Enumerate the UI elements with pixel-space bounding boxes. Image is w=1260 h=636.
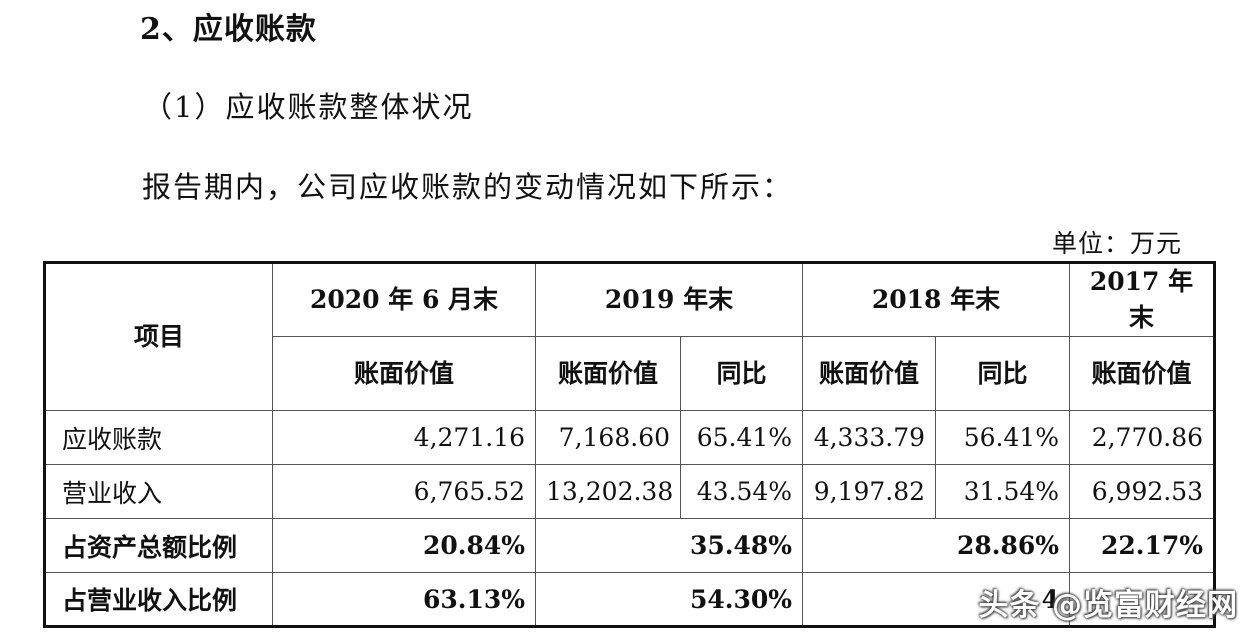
header-item: 项目 [44,262,273,411]
row-label: 营业收入 [44,464,273,519]
watermark: 头条 @览富财经网 [978,588,1238,623]
subheader-yoy: 同比 [935,336,1071,411]
table-cell: 6,992.53 [1069,464,1216,519]
table-cell: 7,168.60 [535,410,681,465]
table-cell: 54.30% [534,572,804,627]
subheader-book-value: 账面价值 [535,336,681,411]
table-cell: 65.41% [679,410,804,465]
header-period-2018: 2018 年末 [802,262,1071,337]
table-cell: 4 [802,572,1071,627]
table-cell: 22.17% [1069,518,1216,573]
header-period-2017: 2017 年末 [1069,262,1216,337]
subheader-book-value: 账面价值 [802,336,937,411]
table-cell: 56.41% [935,410,1071,465]
subheader-book-value: 账面价值 [272,336,536,411]
table-cell: 35.48% [534,518,804,573]
row-label: 占营业收入比例 [44,572,273,627]
table-row: 营业收入 6,765.52 13,202.38 43.54% 9,197.82 … [44,464,1216,519]
table-cell: 43.54% [679,464,804,519]
table-cell: 4,333.79 [802,410,937,465]
intro-paragraph: 报告期内，公司应收账款的变动情况如下所示： [142,170,794,204]
table-row: 占资产总额比例 20.84% 35.48% 28.86% 22.17% [44,518,1216,573]
header-period-2020h1: 2020 年 6 月末 [272,262,536,337]
table-cell: 20.84% [272,518,536,573]
row-label: 应收账款 [44,410,273,465]
table-cell: 9,197.82 [802,464,937,519]
subheader-yoy: 同比 [679,336,804,411]
table-cell: 31.54% [935,464,1071,519]
section-heading: 2、应收账款 [140,12,317,47]
subheader-book-value: 账面价值 [1069,336,1216,411]
table-cell: 4,271.16 [272,410,536,465]
table-cell: 28.86% [802,518,1071,573]
unit-label: 单位：万元 [1051,229,1182,258]
receivables-table: 项目 2020 年 6 月末 2019 年末 2018 年末 2017 年末 账… [43,261,1217,628]
table-cell: 2,770.86 [1069,410,1216,465]
table-cell: 6,765.52 [272,464,536,519]
header-row-periods: 项目 2020 年 6 月末 2019 年末 2018 年末 2017 年末 [44,262,1216,411]
sub-heading: （1）应收账款整体状况 [143,90,474,124]
table-cell [1069,572,1216,627]
row-label: 占资产总额比例 [44,518,273,573]
table-cell: 63.13% [272,572,536,627]
header-period-2019: 2019 年末 [534,262,804,337]
table-row: 占营业收入比例 63.13% 54.30% 4 [44,572,1216,627]
table-row: 应收账款 4,271.16 7,168.60 65.41% 4,333.79 5… [44,410,1216,465]
table-cell: 13,202.38 [535,464,681,519]
